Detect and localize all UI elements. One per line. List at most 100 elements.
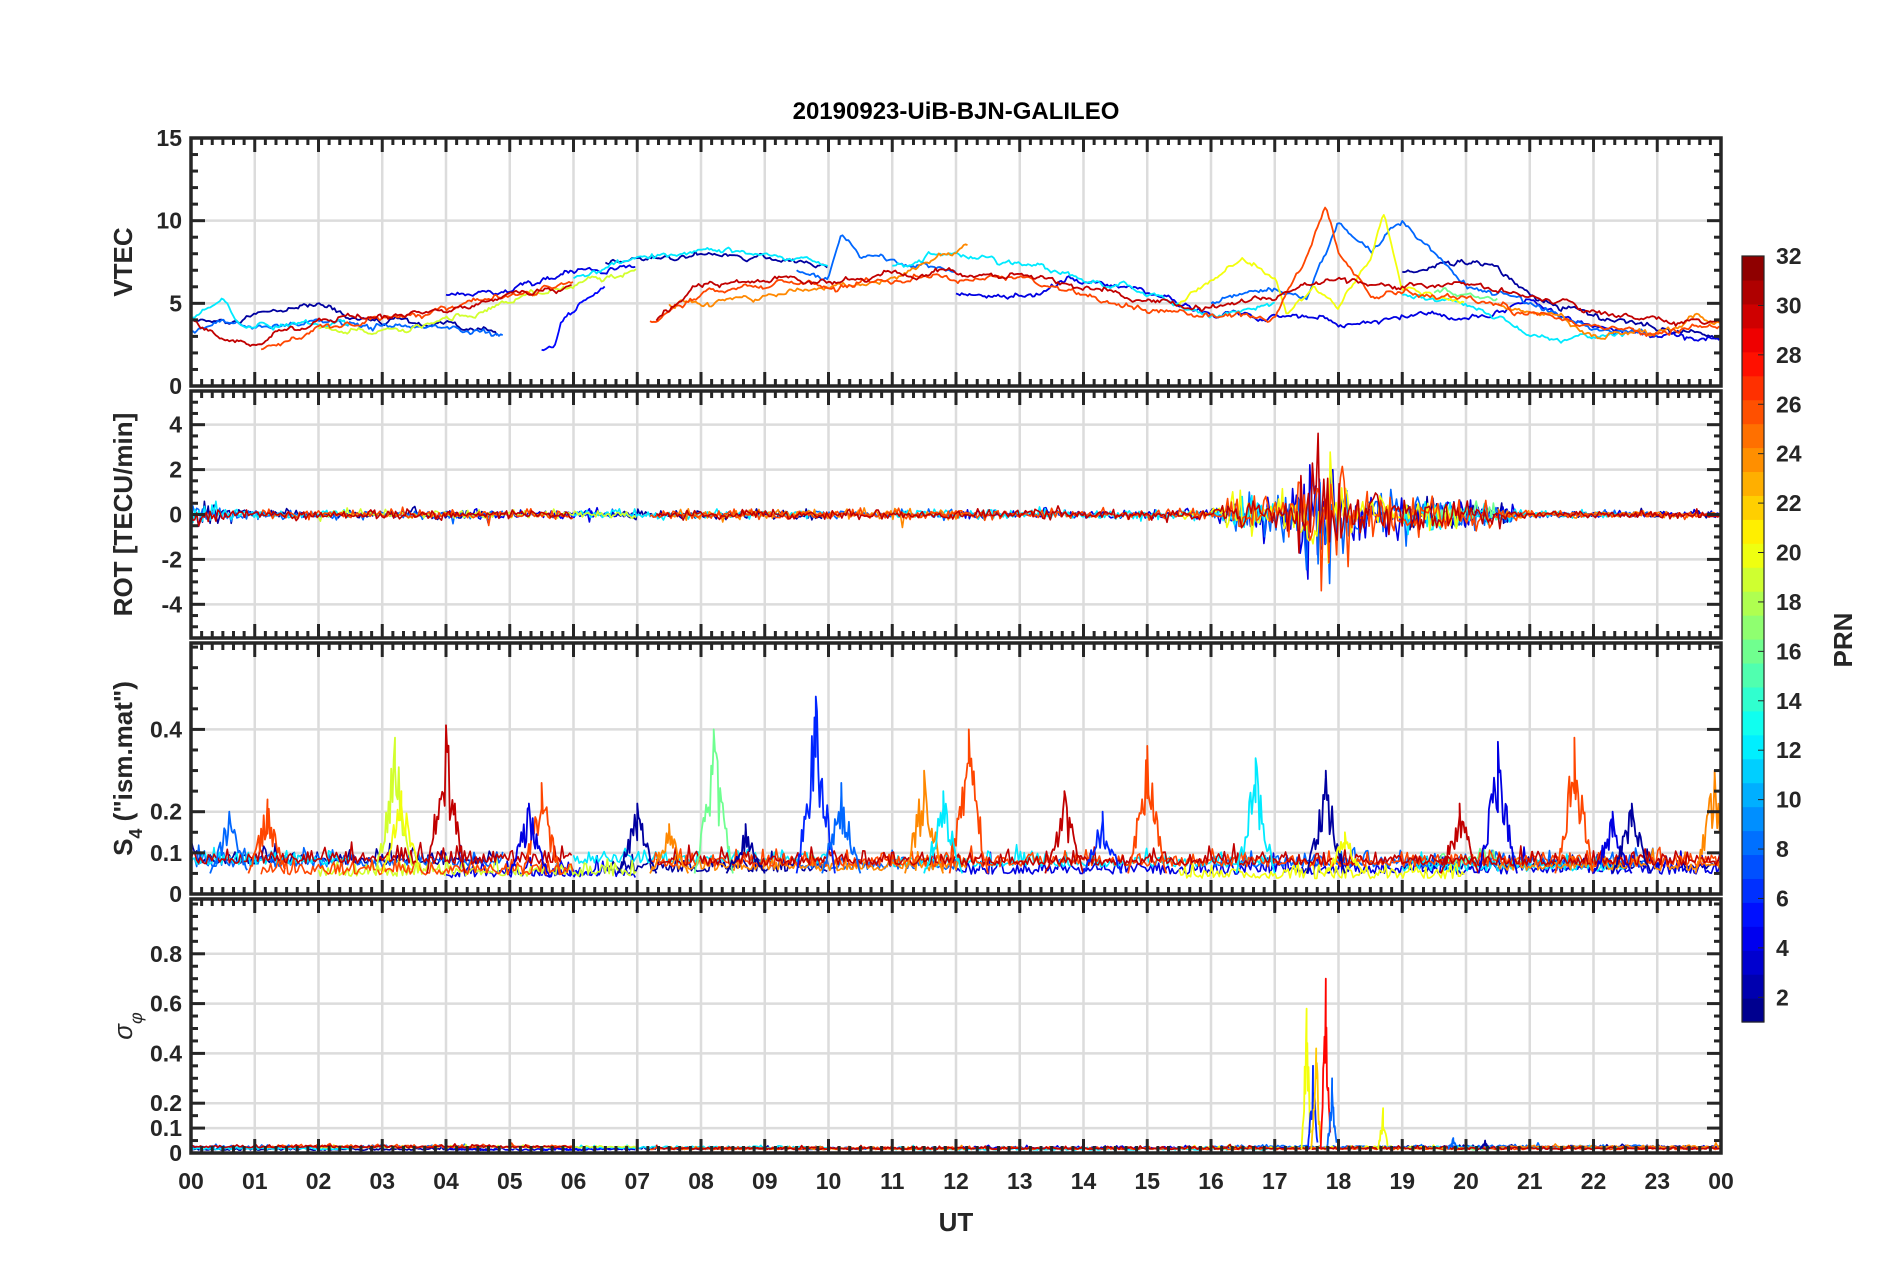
colorbar-segment xyxy=(1742,399,1764,425)
series-line-prn-12 xyxy=(1402,293,1625,344)
series-line-prn-4 xyxy=(1477,740,1518,874)
x-tick-label: 11 xyxy=(880,1168,905,1194)
colorbar-segment xyxy=(1742,974,1764,999)
series-line-prn-12 xyxy=(573,507,829,521)
y-tick-label: 0.6 xyxy=(150,991,182,1017)
series-line-prn-2 xyxy=(725,823,766,874)
colorbar-tick-label: 14 xyxy=(1776,688,1802,714)
y-tick-label: 0.4 xyxy=(150,716,182,742)
series-line-prn-20 xyxy=(1377,1107,1389,1150)
series-line-prn-26 xyxy=(247,798,287,874)
series-group xyxy=(191,206,1721,352)
colorbar-tick-label: 32 xyxy=(1776,243,1802,269)
series-line-prn-20 xyxy=(381,790,421,874)
colorbar-tick-label: 20 xyxy=(1776,540,1802,566)
x-tick-label: 13 xyxy=(1007,1168,1033,1194)
x-tick-label: 19 xyxy=(1389,1168,1415,1194)
series-line-prn-8 xyxy=(1326,1077,1338,1150)
y-tick-label: -4 xyxy=(162,591,183,617)
y-tick-label: -2 xyxy=(162,546,182,572)
series-line-prn-26 xyxy=(260,280,574,351)
x-tick-label: 09 xyxy=(752,1168,778,1194)
y-tick-label: 0 xyxy=(169,373,182,399)
series-line-prn-8 xyxy=(821,782,862,874)
series-line-prn-6 xyxy=(1307,1064,1319,1150)
colorbar-segment xyxy=(1742,567,1764,592)
colorbar-tick-label: 24 xyxy=(1776,441,1802,467)
series-line-prn-26 xyxy=(1554,736,1595,874)
y-label-main: S xyxy=(108,839,138,856)
series-line-prn-26 xyxy=(649,465,1720,592)
series-line-prn-8 xyxy=(1210,219,1658,338)
x-tick-label: 06 xyxy=(561,1168,587,1194)
colorbar-tick-label: 16 xyxy=(1776,638,1802,664)
x-tick-label: 21 xyxy=(1517,1168,1543,1194)
y-tick-label: 10 xyxy=(156,208,182,234)
series-line-prn-4 xyxy=(1592,810,1633,874)
x-tick-label: 17 xyxy=(1262,1168,1288,1194)
series-line-prn-30 xyxy=(1044,790,1085,874)
colorbar-segment xyxy=(1742,256,1764,281)
colorbar-segment xyxy=(1742,830,1764,856)
colorbar-tick-label: 2 xyxy=(1776,984,1789,1010)
series-line-prn-20 xyxy=(1178,859,1465,880)
y-tick-label: 5 xyxy=(169,290,182,316)
series-line-prn-24 xyxy=(668,243,968,310)
colorbar-tick-label: 26 xyxy=(1776,391,1802,417)
y-tick-label: 0.4 xyxy=(150,1040,182,1066)
x-tick-label: 00 xyxy=(178,1168,204,1194)
colorbar-segment xyxy=(1742,471,1764,496)
x-tick-label: 00 xyxy=(1708,1168,1734,1194)
series-group xyxy=(191,432,1721,592)
series-line-prn-6 xyxy=(795,695,836,874)
y-tick-label: 0.8 xyxy=(150,941,182,967)
series-line-prn-30 xyxy=(1439,802,1480,874)
colorbar-tick-label: 8 xyxy=(1776,836,1789,862)
series-line-prn-30 xyxy=(426,724,466,874)
y-axis-label: ROT [TECU/min] xyxy=(108,413,138,617)
series-line-prn-12 xyxy=(572,246,829,280)
x-tick-label: 20 xyxy=(1453,1168,1479,1194)
series-line-prn-26 xyxy=(521,782,562,874)
series-line-prn-30 xyxy=(655,842,1721,867)
series-line-prn-16 xyxy=(693,728,734,874)
series-line-prn-2 xyxy=(617,802,658,874)
series-line-prn-6 xyxy=(1082,810,1123,874)
series-line-prn-8 xyxy=(1210,473,1658,585)
series-line-prn-30 xyxy=(655,267,1721,327)
y-label-main: σ xyxy=(108,1023,138,1040)
series-line-prn-20 xyxy=(1300,1007,1312,1150)
series-line-prn-2 xyxy=(604,250,828,269)
series-line-prn-26 xyxy=(948,728,989,874)
x-axis-label: UT xyxy=(939,1207,974,1237)
colorbar-segment xyxy=(1742,854,1764,879)
colorbar-segment xyxy=(1742,950,1764,975)
colorbar-tick-label: 6 xyxy=(1776,885,1789,911)
series-line-prn-12 xyxy=(923,790,964,874)
colorbar-segment xyxy=(1742,878,1764,903)
series-line-prn-24 xyxy=(649,823,690,874)
y-label-rest: ("ism.mat") xyxy=(108,681,138,828)
x-tick-label: 10 xyxy=(816,1168,842,1194)
colorbar-segment xyxy=(1742,615,1764,640)
y-tick-label: 0.1 xyxy=(150,1115,182,1141)
x-tick-label: 14 xyxy=(1071,1168,1097,1194)
colorbar-segment xyxy=(1742,782,1764,808)
series-group xyxy=(191,695,1721,880)
y-axis-label: σφ xyxy=(108,1012,146,1040)
colorbar-segment xyxy=(1742,710,1764,736)
colorbar-segment xyxy=(1742,303,1764,329)
x-tick-label: 07 xyxy=(624,1168,650,1194)
colorbar-segment xyxy=(1742,902,1764,927)
x-tick-label: 15 xyxy=(1134,1168,1160,1194)
colorbar-segment xyxy=(1742,734,1764,760)
x-tick-label: 01 xyxy=(242,1168,268,1194)
colorbar-segment xyxy=(1742,926,1764,951)
x-tick-label: 23 xyxy=(1644,1168,1670,1194)
colorbar-segment xyxy=(1742,447,1764,473)
y-tick-label: 0 xyxy=(169,502,182,528)
colorbar-segment xyxy=(1742,639,1764,664)
series-line-prn-5 xyxy=(541,285,606,352)
